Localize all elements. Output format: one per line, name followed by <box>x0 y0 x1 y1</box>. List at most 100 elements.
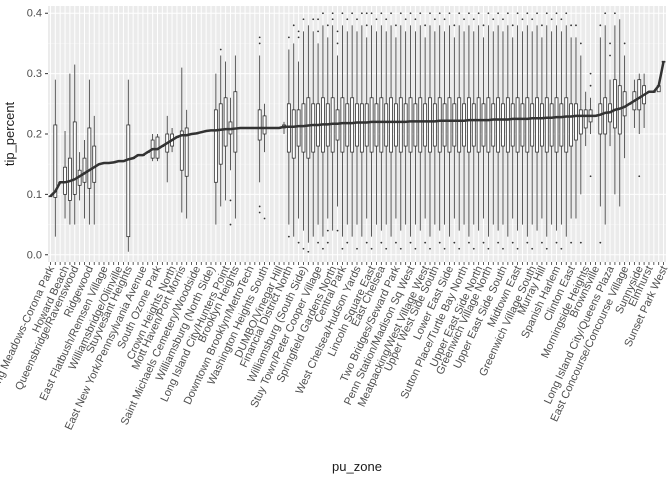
outlier-point <box>526 12 529 15</box>
outlier-point <box>458 12 461 15</box>
outlier-point <box>614 12 616 15</box>
box-iqr <box>540 103 544 147</box>
outlier-point <box>511 241 514 244</box>
outlier-point <box>448 12 451 15</box>
zone-box <box>564 12 569 237</box>
box-iqr <box>501 103 505 147</box>
outlier-point <box>331 12 334 15</box>
outlier-point <box>297 241 300 244</box>
outlier-point <box>560 247 563 250</box>
box-iqr <box>471 103 476 147</box>
zone-box <box>384 18 389 250</box>
outlier-point <box>336 229 339 232</box>
box-iqr <box>637 79 642 111</box>
zone-box <box>481 24 486 244</box>
outlier-point <box>502 18 504 21</box>
outlier-point <box>570 241 573 244</box>
outlier-point <box>609 54 611 57</box>
outlier-point <box>297 36 300 39</box>
outlier-point <box>360 12 363 15</box>
box-iqr <box>233 91 238 153</box>
median-trend-line <box>49 61 665 198</box>
outlier-point <box>487 247 490 250</box>
outlier-point <box>502 247 504 250</box>
zone-box <box>437 12 442 244</box>
outlier-point <box>424 24 427 27</box>
outlier-point <box>497 241 500 244</box>
zone-box <box>72 64 77 225</box>
box-iqr <box>340 97 345 153</box>
zone-box <box>554 12 559 244</box>
zone-box <box>544 12 549 250</box>
outlier-point <box>317 30 319 33</box>
outlier-point <box>419 12 422 15</box>
outlier-point <box>326 24 329 27</box>
box-iqr <box>578 109 583 135</box>
outlier-point <box>492 18 495 21</box>
outlier-point <box>429 247 431 250</box>
zone-box <box>257 36 262 214</box>
outlier-point <box>331 18 334 21</box>
outlier-point <box>468 241 470 244</box>
y-axis: 0.0 0.1 0.2 0.3 0.4 <box>27 8 48 261</box>
box-iqr <box>213 109 218 183</box>
outlier-point <box>287 36 290 39</box>
outlier-point <box>229 223 232 226</box>
zone-box <box>296 30 301 244</box>
outlier-point <box>380 12 383 15</box>
outlier-point <box>599 24 602 27</box>
outlier-point <box>390 12 392 15</box>
box-iqr <box>413 103 418 147</box>
outlier-point <box>312 18 315 21</box>
box-iqr <box>92 145 97 183</box>
box-iqr <box>218 103 223 165</box>
outlier-point <box>482 241 485 244</box>
outlier-point <box>297 30 300 33</box>
box-iqr <box>184 127 189 177</box>
outlier-point <box>570 24 573 27</box>
box-iqr <box>574 103 578 141</box>
box-iqr <box>505 97 510 153</box>
box-iqr <box>622 91 627 117</box>
outlier-point <box>414 247 417 250</box>
box-iqr <box>544 97 549 153</box>
outlier-point <box>365 24 368 27</box>
box-iqr <box>467 97 471 153</box>
outlier-point <box>219 48 222 51</box>
y-tick-label: 0.4 <box>27 8 42 20</box>
box-iqr <box>394 103 398 147</box>
outlier-point <box>375 18 378 21</box>
box-iqr <box>179 130 184 171</box>
outlier-point <box>472 18 475 21</box>
outlier-point <box>555 241 558 244</box>
box-iqr <box>306 97 311 159</box>
box-iqr <box>452 103 457 147</box>
zone-box <box>501 18 505 250</box>
box-iqr <box>569 103 574 147</box>
zone-box <box>291 24 296 237</box>
box-iqr <box>481 103 486 147</box>
box-iqr <box>87 127 92 189</box>
outlier-point <box>472 247 475 250</box>
box-iqr <box>418 97 423 153</box>
outlier-point <box>258 205 261 208</box>
outlier-point <box>287 235 290 238</box>
outlier-point <box>385 18 388 21</box>
box-iqr <box>223 97 228 147</box>
box-iqr <box>462 103 466 147</box>
outlier-point <box>380 241 383 244</box>
box-iqr <box>549 103 554 147</box>
box-iqr <box>262 115 267 135</box>
outlier-point <box>609 42 611 45</box>
box-iqr <box>476 97 481 153</box>
zone-box <box>408 12 413 244</box>
outlier-point <box>443 18 446 21</box>
box-iqr <box>350 97 355 153</box>
outlier-point <box>229 199 232 202</box>
outlier-point <box>385 247 388 250</box>
box-iqr <box>311 103 316 153</box>
outlier-point <box>346 18 349 21</box>
outlier-point <box>531 247 534 250</box>
box-iqr <box>257 109 262 141</box>
